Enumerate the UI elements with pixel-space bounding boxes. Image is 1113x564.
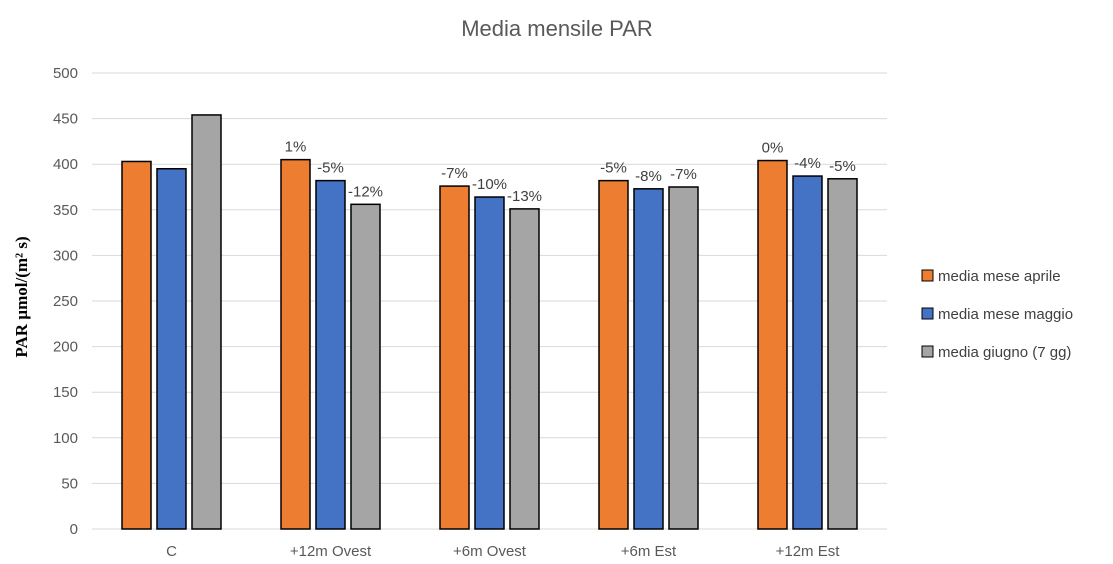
y-tick-label: 350 <box>53 202 78 219</box>
x-tick-label: C <box>166 543 177 560</box>
y-tick-label: 200 <box>53 339 78 356</box>
data-label: -5% <box>600 160 627 177</box>
legend-label: media mese maggio <box>938 306 1073 323</box>
legend-swatch <box>921 307 934 320</box>
y-tick-label: 0 <box>70 521 78 538</box>
data-label: -12% <box>348 183 383 200</box>
data-label: -13% <box>507 188 542 205</box>
bars <box>121 114 858 530</box>
legend-swatch <box>921 269 934 282</box>
x-tick-label: +6m Ovest <box>453 543 527 560</box>
data-label: -7% <box>441 165 468 182</box>
bar <box>191 114 222 530</box>
bar <box>598 179 629 530</box>
legend-label: media mese aprile <box>938 268 1061 285</box>
bar <box>827 178 858 530</box>
y-tick-label: 400 <box>53 156 78 173</box>
bar <box>633 188 664 530</box>
legend-swatch <box>921 345 934 358</box>
data-label: -4% <box>794 155 821 172</box>
bar <box>474 196 505 530</box>
bar <box>350 203 381 530</box>
bar <box>439 185 470 530</box>
x-tick-label: +6m Est <box>621 543 677 560</box>
data-label: -10% <box>472 176 507 193</box>
chart-title: Media mensile PAR <box>461 16 653 41</box>
bar <box>792 175 823 530</box>
x-tick-label: +12m Est <box>776 543 841 560</box>
y-tick-label: 150 <box>53 384 78 401</box>
bar <box>280 158 311 530</box>
legend-label: media giugno (7 gg) <box>938 344 1071 361</box>
y-tick-label: 500 <box>53 65 78 82</box>
bar <box>757 159 788 530</box>
bar <box>509 208 540 530</box>
data-label: 1% <box>285 139 307 156</box>
x-tick-label: +12m Ovest <box>290 543 372 560</box>
bar <box>121 160 152 530</box>
bar <box>315 179 346 530</box>
y-tick-label: 250 <box>53 293 78 310</box>
y-tick-label: 300 <box>53 247 78 264</box>
y-axis-label: PAR µmol/(m² s) <box>12 236 31 357</box>
legend: media mese aprile media mese maggio media … <box>921 268 1073 361</box>
y-tick-label: 50 <box>61 475 78 492</box>
y-tick-label: 450 <box>53 111 78 128</box>
data-label: -5% <box>317 160 344 177</box>
data-label: -5% <box>829 158 856 175</box>
y-axis-ticks: 0 50 100 150 200 250 300 350 400 450 500 <box>53 65 78 538</box>
data-labels: 1%-5%-12%-7%-10%-13%-5% -8% -7%0%-4% -5% <box>285 139 856 205</box>
data-label: -8% <box>635 168 662 185</box>
y-tick-label: 100 <box>53 430 78 447</box>
bar <box>156 168 187 530</box>
data-label: 0% <box>762 140 784 157</box>
x-axis-ticks: C +12m Ovest +6m Ovest +6m Est +12m Est <box>166 543 840 560</box>
data-label: -7% <box>670 166 697 183</box>
bar <box>668 186 699 530</box>
